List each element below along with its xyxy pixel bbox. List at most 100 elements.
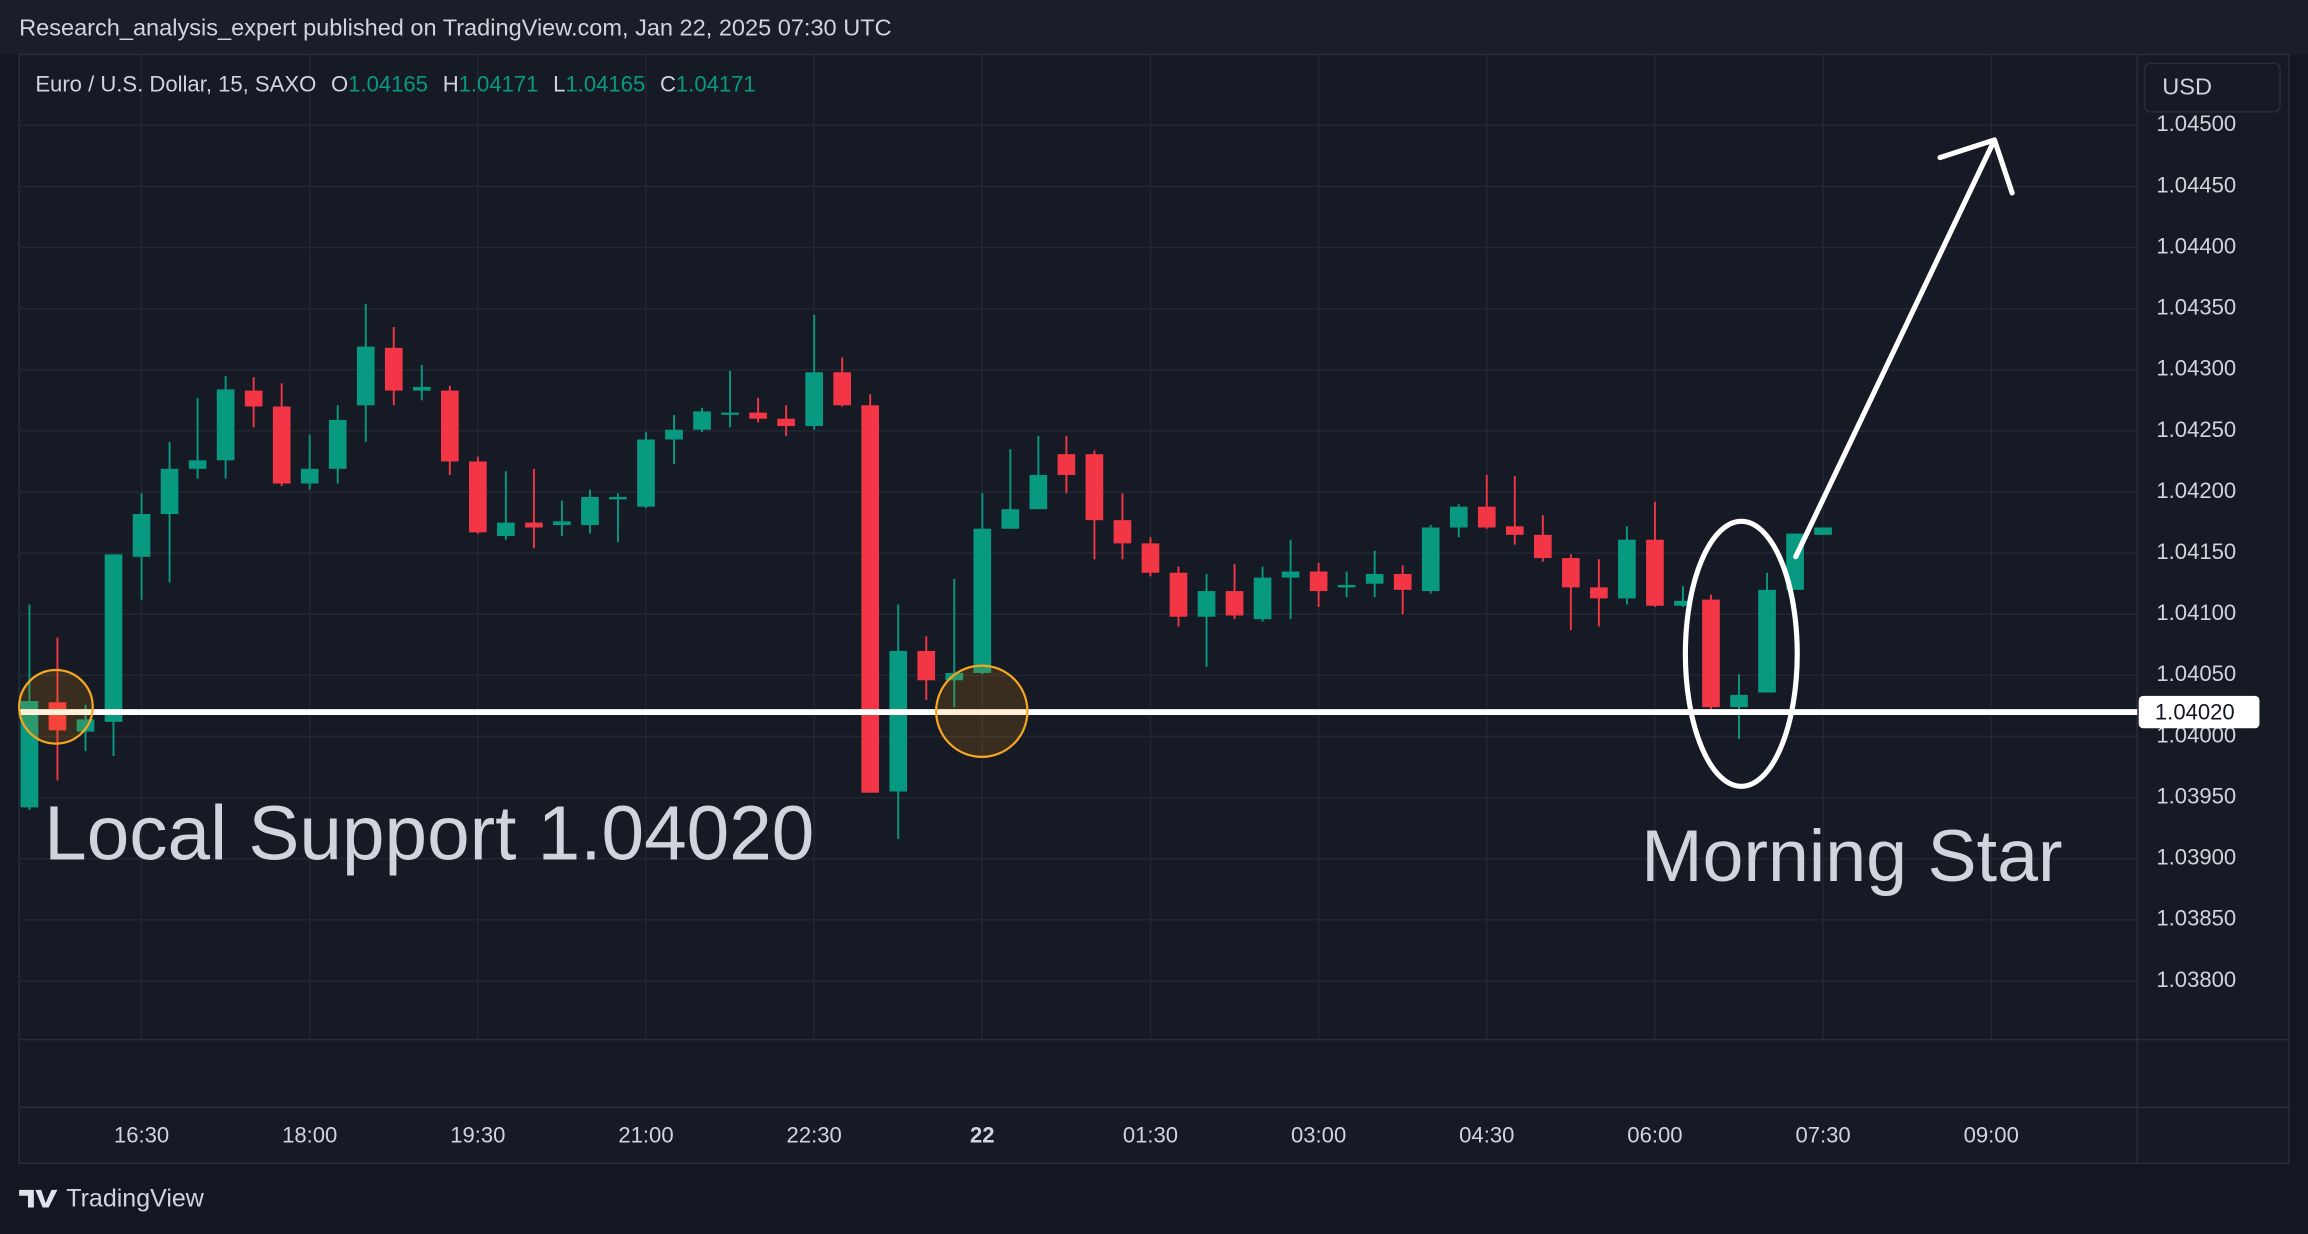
- candle-body: [384, 347, 403, 391]
- currency[interactable]: USD: [2162, 74, 2212, 100]
- candle-body: [1309, 571, 1328, 592]
- candle-body: [1702, 599, 1720, 708]
- x-tick-label: 18:00: [282, 1123, 337, 1148]
- candle-body: [1281, 571, 1300, 578]
- candle-body: [1477, 506, 1496, 528]
- highlight-circle: [935, 664, 1029, 758]
- candle-body: [1449, 506, 1468, 528]
- candle-body: [1225, 591, 1244, 616]
- x-tick-label: 22:30: [787, 1123, 842, 1148]
- candle-body: [216, 389, 235, 461]
- candle-body: [1085, 454, 1104, 521]
- symbol: Euro / U.S. Dollar, 15, SAXO: [35, 71, 316, 96]
- brand-logo: TradingView: [19, 1185, 205, 1213]
- y-tick-label: 1.03850: [2156, 906, 2236, 931]
- legend: Euro / U.S. Dollar, 15, SAXO O1.04165 H1.0…: [35, 71, 755, 96]
- ohlc-label: H: [443, 71, 459, 96]
- brand-name: TradingView: [66, 1185, 205, 1213]
- candle-body: [693, 411, 711, 430]
- candle-body: [104, 554, 123, 722]
- logo-icon: [19, 1189, 58, 1208]
- candle-body: [1113, 520, 1132, 544]
- candle-body: [1253, 577, 1272, 620]
- candle-body: [412, 386, 431, 391]
- price-tag: [2138, 695, 2260, 729]
- candle-body: [945, 672, 964, 681]
- x-tick-label: 04:30: [1459, 1123, 1514, 1148]
- y-tick-label: 1.04250: [2156, 417, 2236, 442]
- candle-body: [889, 650, 908, 792]
- candle-body: [749, 412, 767, 419]
- y-tick-label: 1.04350: [2156, 295, 2236, 320]
- candle-body: [1029, 474, 1048, 510]
- candle-body: [160, 468, 179, 515]
- y-tick-label: 1.04100: [2156, 600, 2236, 625]
- candle-body: [581, 496, 599, 526]
- candle-body: [609, 496, 627, 500]
- candle-body: [777, 418, 795, 427]
- candle-body: [833, 372, 852, 406]
- candle-body: [300, 468, 319, 484]
- y-tick-label: 1.04050: [2156, 661, 2236, 686]
- y-tick-label: 1.03800: [2156, 967, 2236, 992]
- y-tick-label: 1.04400: [2156, 233, 2236, 258]
- x-tick-label: 21:00: [618, 1123, 673, 1148]
- candle-body: [469, 461, 487, 533]
- x-tick-label: 03:00: [1291, 1123, 1346, 1148]
- candle-body: [525, 522, 543, 528]
- y-tick-label: 1.04150: [2156, 539, 2236, 564]
- candles: [19, 303, 2138, 840]
- drawings: Local Support 1.04020 Morning Star: [18, 137, 2063, 897]
- arrow: [1793, 137, 2015, 560]
- candle-body: [805, 372, 823, 427]
- currency-button[interactable]: [2143, 62, 2281, 113]
- candle-body: [917, 650, 936, 681]
- candle-body: [665, 429, 683, 440]
- candle-body: [1001, 509, 1020, 529]
- y-tick-label: 1.04200: [2156, 478, 2236, 503]
- candle-body: [1590, 587, 1608, 599]
- candle-body: [1141, 543, 1160, 573]
- candle-body: [1730, 694, 1748, 708]
- candle-body: [356, 346, 375, 406]
- y-tick-label: 1.04300: [2156, 356, 2236, 381]
- candle-body: [1169, 572, 1188, 617]
- ohlc-label: C: [660, 71, 676, 96]
- candle-body: [440, 390, 459, 462]
- candle-body: [244, 390, 263, 407]
- candle-body: [1618, 539, 1636, 599]
- annotation: Morning Star: [1641, 814, 2062, 897]
- candle-body: [1505, 526, 1524, 535]
- candle-body: [1674, 600, 1692, 606]
- candle-body: [1365, 573, 1384, 584]
- y-tick-label: 1.03900: [2156, 845, 2236, 870]
- candle-body: [1758, 589, 1776, 693]
- header-bar: [0, 0, 2308, 55]
- candle-body: [721, 412, 739, 415]
- candle-body: [272, 406, 291, 484]
- candle-body: [553, 521, 571, 526]
- candle-body: [973, 528, 992, 673]
- candle-body: [497, 522, 515, 537]
- published-line: Research_analysis_expert published on Tr…: [19, 15, 891, 41]
- ohlc-value: 1.04165: [348, 71, 428, 96]
- candle-body: [1337, 584, 1356, 588]
- price-tag-label: 1.04020: [2155, 699, 2235, 724]
- chart-frame: [18, 53, 2290, 1165]
- candle-body: [1421, 527, 1440, 592]
- x-tick-label: 19:30: [450, 1123, 505, 1148]
- candle-body: [637, 439, 655, 507]
- y-tick-label: 1.04500: [2156, 111, 2236, 136]
- candle-body: [1533, 534, 1552, 559]
- candle-body: [1393, 573, 1412, 590]
- x-tick-label: 07:30: [1795, 1123, 1850, 1148]
- y-tick-label: 1.04450: [2156, 172, 2236, 197]
- highlight-circle: [18, 668, 94, 745]
- ohlc-value: 1.04165: [565, 71, 645, 96]
- ohlc-value: 1.04171: [676, 71, 756, 96]
- ohlc-value: 1.04171: [459, 71, 539, 96]
- ohlc-label: L: [553, 71, 565, 96]
- candle-body: [188, 460, 207, 469]
- y-tick-label: 1.03950: [2156, 783, 2236, 808]
